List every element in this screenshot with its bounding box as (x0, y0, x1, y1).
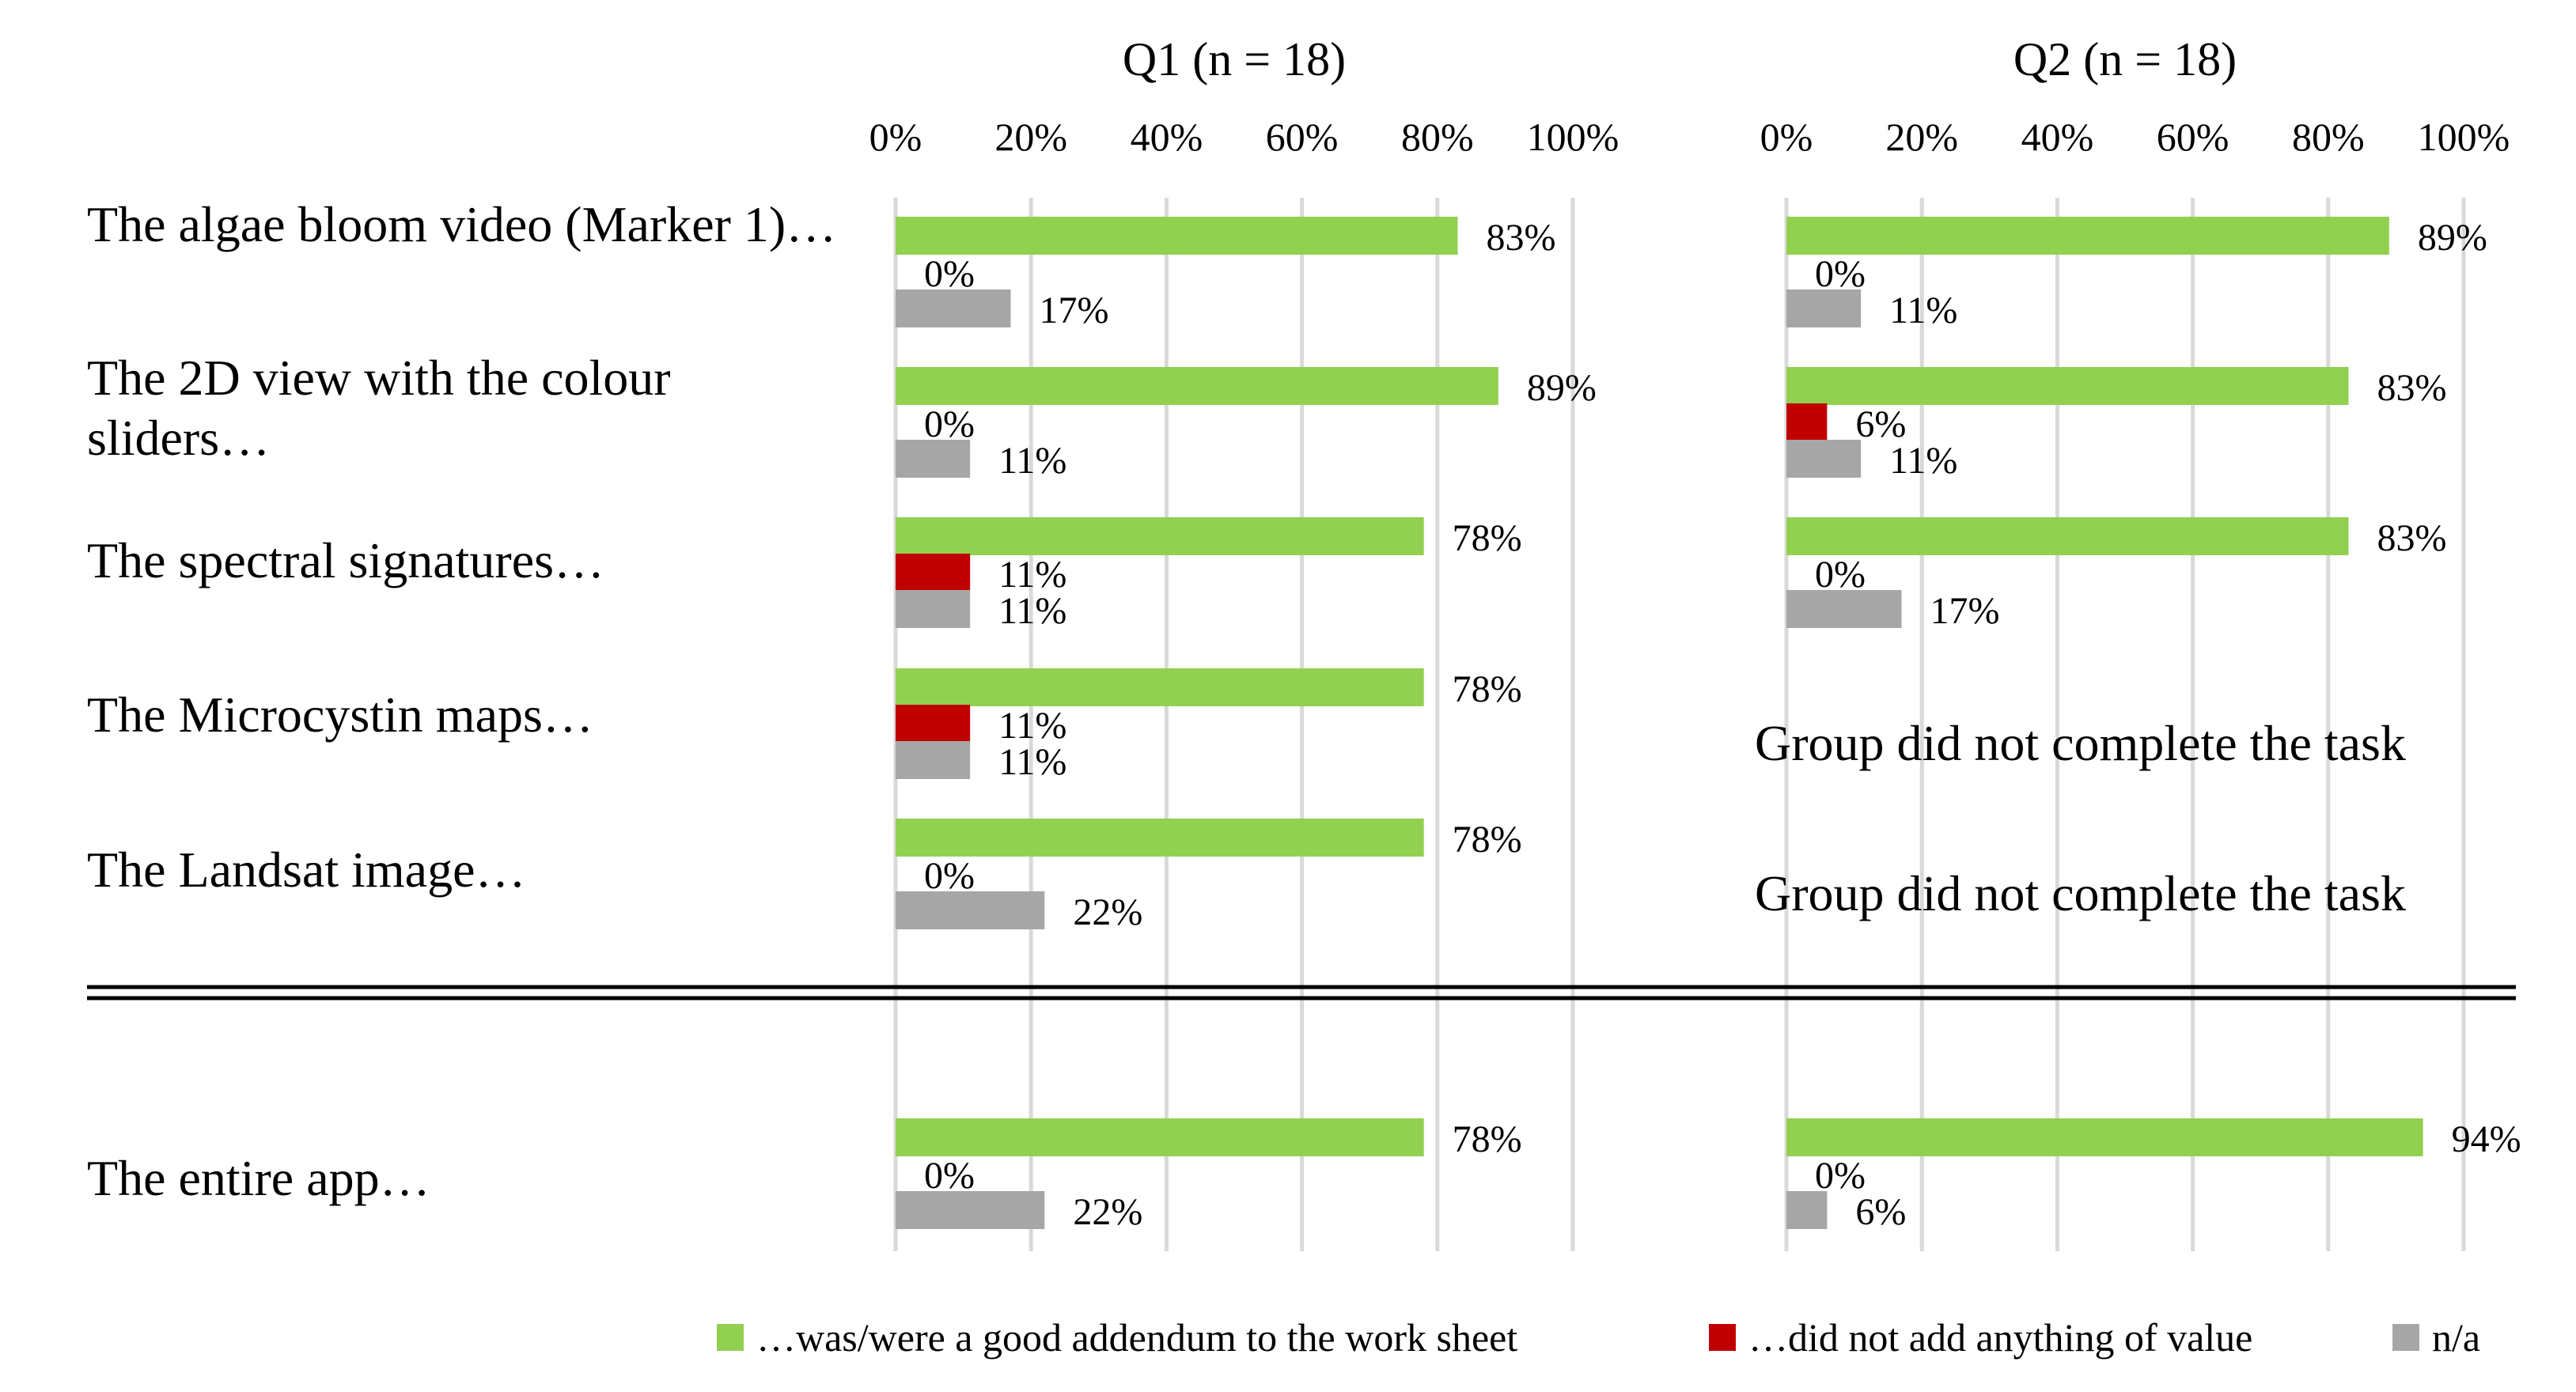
bar-p1-r1-s2 (896, 440, 971, 478)
bar-p2-r1-s1 (1786, 403, 1828, 441)
tick-label-p2-5: 100% (2418, 115, 2510, 159)
bar-p2-r1-s2 (1786, 440, 1862, 478)
data-label-p2-r1-s0: 83% (2377, 367, 2446, 409)
bar-p1-r2-s0 (896, 517, 1424, 555)
data-label-p2-r2-s1: 0% (1815, 554, 1866, 596)
legend-item-no-value: …did not add anything of value (1709, 1309, 2252, 1366)
data-label-p1-r2-s0: 78% (1453, 517, 1522, 559)
data-label-p1-r1-s1: 0% (924, 403, 975, 445)
bar-p2-r5-s0 (1786, 1118, 2423, 1156)
data-label-p1-r4-s1: 0% (924, 855, 975, 897)
data-label-p1-r0-s2: 17% (1040, 289, 1109, 331)
data-label-p1-r5-s1: 0% (924, 1155, 975, 1197)
data-label-p2-r0-s0: 89% (2418, 217, 2487, 259)
row-label-microcystin-maps: The Microcystin maps… (87, 687, 593, 743)
bar-p1-r3-s1 (896, 705, 971, 743)
bar-p1-r2-s1 (896, 554, 971, 592)
data-label-p1-r5-s0: 78% (1453, 1118, 1522, 1160)
bar-p2-r0-s0 (1786, 217, 2389, 255)
panel-title-1: Q1 (n = 18) (1123, 33, 1346, 85)
legend-label-na: n/a (2432, 1315, 2481, 1360)
row-note-p2-3: Group did not complete the task (1755, 715, 2406, 771)
bar-p1-r3-s2 (896, 741, 971, 779)
data-label-p1-r1-s2: 11% (998, 440, 1066, 482)
bar-p1-r0-s0 (896, 217, 1458, 255)
bar-p1-r5-s2 (896, 1191, 1045, 1229)
bar-p2-r1-s0 (1786, 367, 2349, 405)
data-label-p1-r0-s0: 83% (1486, 217, 1555, 259)
legend-swatch-good-addendum (717, 1324, 744, 1351)
data-label-p2-r1-s2: 11% (1889, 440, 1957, 482)
data-label-p2-r1-s1: 6% (1855, 403, 1906, 445)
legend-item-good-addendum: …was/were a good addendum to the work sh… (717, 1309, 1517, 1366)
data-label-p1-r3-s0: 78% (1453, 668, 1522, 710)
bar-p1-r2-s2 (896, 590, 971, 628)
legend-swatch-no-value (1709, 1324, 1736, 1351)
tick-label-p2-0: 0% (1760, 115, 1813, 159)
tick-label-p1-2: 40% (1131, 115, 1203, 159)
bar-p2-r2-s0 (1786, 517, 2349, 555)
tick-label-p2-4: 80% (2292, 115, 2365, 159)
tick-label-p1-3: 60% (1266, 115, 1339, 159)
row-label-landsat-image: The Landsat image… (87, 842, 526, 898)
bar-p1-r0-s2 (896, 289, 1011, 327)
data-label-p2-r0-s1: 0% (1815, 253, 1866, 295)
row-note-p2-4: Group did not complete the task (1755, 865, 2406, 921)
row-label-spectral-signatures: The spectral signatures… (87, 532, 604, 588)
data-label-p2-r5-s0: 94% (2452, 1118, 2521, 1160)
data-label-p1-r4-s0: 78% (1453, 819, 1522, 861)
tick-label-p1-5: 100% (1527, 115, 1619, 159)
legend-label-good-addendum: …was/were a good addendum to the work sh… (756, 1315, 1518, 1360)
data-label-p1-r2-s1: 11% (998, 554, 1066, 596)
bar-p1-r1-s0 (896, 367, 1498, 405)
row-label-algae-bloom-video: The algae bloom video (Marker 1)… (87, 196, 837, 252)
data-label-p1-r4-s2: 22% (1073, 891, 1142, 933)
data-label-p2-r5-s2: 6% (1855, 1191, 1906, 1233)
data-label-p2-r0-s2: 11% (1889, 289, 1957, 331)
data-label-p1-r3-s2: 11% (998, 741, 1066, 783)
data-label-p2-r2-s2: 17% (1930, 590, 2000, 632)
tick-label-p2-1: 20% (1885, 115, 1958, 159)
bar-p1-r4-s0 (896, 819, 1424, 857)
bar-p2-r2-s2 (1786, 590, 1902, 628)
data-label-p1-r2-s2: 11% (998, 590, 1066, 632)
bar-p2-r0-s2 (1786, 289, 1862, 327)
bar-p2-r5-s2 (1786, 1191, 1828, 1229)
data-label-p1-r3-s1: 11% (998, 705, 1066, 747)
bar-p1-r4-s2 (896, 891, 1045, 929)
data-label-p2-r2-s0: 83% (2377, 517, 2446, 559)
legend-swatch-na (2392, 1324, 2419, 1351)
row-label-2d-view: The 2D view with the colour sliders… (87, 350, 671, 466)
legend-item-na: n/a (2392, 1309, 2480, 1366)
data-label-p1-r1-s0: 89% (1527, 367, 1597, 409)
bar-p1-r3-s0 (896, 668, 1424, 706)
tick-label-p1-4: 80% (1401, 115, 1474, 159)
tick-label-p2-3: 60% (2157, 115, 2229, 159)
legend-label-no-value: …did not add anything of value (1748, 1315, 2253, 1360)
tick-label-p2-2: 40% (2021, 115, 2094, 159)
data-label-p1-r0-s1: 0% (924, 253, 975, 295)
tick-label-p1-0: 0% (869, 115, 922, 159)
data-label-p2-r5-s1: 0% (1815, 1155, 1866, 1197)
tick-label-p1-1: 20% (994, 115, 1067, 159)
row-label-entire-app: The entire app… (87, 1150, 430, 1206)
panel-title-2: Q2 (n = 18) (2013, 33, 2237, 85)
bar-p1-r5-s0 (896, 1118, 1424, 1156)
data-label-p1-r5-s2: 22% (1073, 1191, 1142, 1233)
